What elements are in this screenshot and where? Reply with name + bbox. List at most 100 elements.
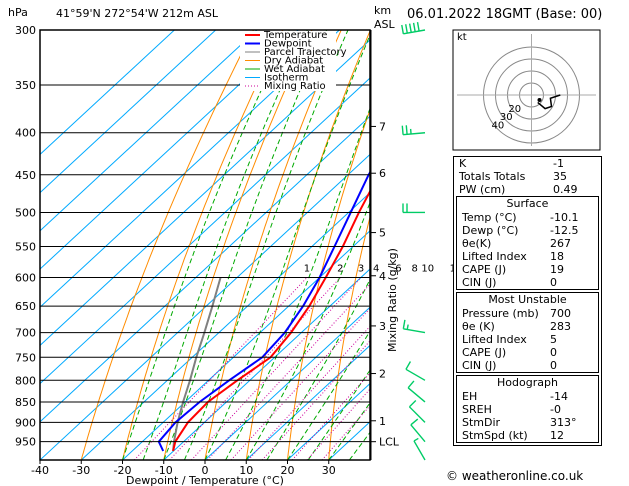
dry-adiabat-line	[369, 449, 370, 460]
most-unstable-value: 0	[550, 359, 557, 372]
km-tick-label: 1	[379, 415, 386, 428]
mixing-ratio-line	[169, 277, 341, 460]
pressure-tick-label: 850	[15, 396, 36, 409]
index-value: 0.49	[553, 183, 578, 196]
legend-label: Parcel Trajectory	[264, 47, 347, 58]
surface-value: 0	[550, 276, 557, 289]
isotherm-line	[40, 30, 299, 270]
mixing-ratio-label: 4	[373, 264, 379, 275]
hodograph-row: SREH -0	[457, 403, 598, 416]
wind-barb-flag	[416, 22, 420, 32]
wet-adiabat-line	[204, 33, 370, 460]
hodograph-value: 12	[550, 429, 564, 442]
mixing-ratio-line	[248, 325, 370, 460]
isotherm-line	[40, 30, 175, 156]
temperature-tick-label: 10	[239, 464, 253, 477]
temperature-tick-label: -20	[114, 464, 132, 477]
pressure-tick-label: 950	[15, 436, 36, 449]
surface-label: CAPE (J)	[462, 263, 507, 276]
isotherm-line	[287, 382, 370, 460]
hodograph-label: StmSpd (kt)	[462, 429, 528, 442]
hpa-label: hPa	[8, 6, 28, 19]
pressure-tick-label: 500	[15, 206, 36, 219]
surface-value: 18	[550, 250, 564, 263]
hodograph-frame	[452, 29, 601, 151]
mixing-ratio-line	[291, 372, 370, 460]
hodograph-label: EH	[462, 390, 478, 403]
isotherm-line	[40, 30, 340, 308]
wet-adiabat-line	[287, 330, 370, 460]
hodograph-value: -14	[550, 390, 568, 403]
mixing-ratio-line	[261, 340, 370, 460]
legend-label: Isotherm	[264, 73, 308, 84]
wind-barb-staff	[410, 424, 426, 443]
wind-barb	[410, 418, 426, 443]
wind-barb-half-flag	[406, 324, 409, 330]
hodograph-ring-label: 30	[500, 112, 513, 123]
hodograph-ring-label: 40	[492, 121, 505, 132]
mixing-ratio-line	[230, 307, 370, 460]
wind-barb-half-flag	[413, 437, 419, 442]
pressure-tick-label: 400	[15, 127, 36, 140]
wind-barb-flag	[410, 418, 419, 426]
asl-label: ASL	[374, 18, 396, 31]
footer-credit: © weatheronline.co.uk	[446, 469, 584, 483]
km-tick-label: 3	[379, 320, 386, 333]
wind-barb	[407, 380, 426, 403]
parcel-trajectory-line	[172, 277, 222, 452]
wind-barb-flag	[401, 125, 404, 135]
pressure-tick-label: 800	[15, 374, 36, 387]
indices-panel: K -1 Totals Totals 35 PW (cm) 0.49 Surface Te…	[453, 156, 602, 446]
pressure-tick-label: 550	[15, 240, 36, 253]
mixing-ratio-label: 2	[337, 264, 343, 275]
hodograph-row: EH -14	[457, 390, 598, 403]
hodograph-units-label: kt	[457, 32, 467, 43]
index-label: K	[459, 157, 467, 170]
location-title: 41°59'N 272°54'W 212m ASL	[56, 7, 219, 20]
pressure-tick-label: 700	[15, 327, 36, 340]
most-unstable-label: θe (K)	[462, 320, 495, 333]
index-value: -1	[553, 157, 564, 170]
index-label: PW (cm)	[459, 183, 506, 196]
most-unstable-title: Most Unstable	[488, 293, 567, 306]
wind-barb	[402, 203, 425, 214]
wind-barb	[413, 437, 426, 461]
isotherm-line	[40, 30, 258, 232]
wind-barb-staff	[405, 368, 426, 381]
hodograph-ring-label: 20	[508, 104, 521, 115]
wind-barb-flag	[405, 361, 412, 370]
pressure-tick-label: 300	[15, 24, 36, 37]
hodograph-trace	[537, 94, 561, 110]
pressure-tick-label: 450	[15, 169, 36, 182]
surface-row: CIN (J) 0	[457, 276, 598, 289]
most-unstable-value: 283	[550, 320, 571, 333]
surface-row: θe(K) 267	[457, 237, 598, 250]
storm-motion-marker	[537, 98, 542, 102]
pressure-tick-label: 650	[15, 300, 36, 313]
legend-label: Wet Adiabat	[264, 64, 325, 75]
temperature-line	[172, 189, 370, 452]
most-unstable-row: θe (K) 283	[457, 320, 598, 333]
isotherm-line	[40, 115, 370, 423]
temperature-tick-label: -30	[72, 464, 90, 477]
pressure-tick-label: 350	[15, 79, 36, 92]
hodograph-row: StmDir 313°	[457, 416, 598, 429]
hodograph-table-title: Hodograph	[497, 376, 558, 389]
legend-label: Mixing Ratio	[264, 81, 326, 92]
surface-value: -10.1	[550, 211, 579, 224]
most-unstable-label: CIN (J)	[462, 359, 497, 372]
surface-row: Temp (°C) -10.1	[457, 211, 598, 224]
pressure-tick-label: 750	[15, 351, 36, 364]
wind-barb	[408, 399, 426, 423]
surface-value: 267	[550, 237, 571, 250]
mixing-ratio-label: 1	[304, 264, 310, 275]
hodograph-label: StmDir	[462, 416, 501, 429]
km-tick-label: 6	[379, 167, 386, 180]
mixing-ratio-line	[207, 283, 370, 460]
most-unstable-value: 0	[550, 346, 557, 359]
wet-adiabat-line	[163, 30, 328, 460]
index-label: Totals Totals	[459, 170, 526, 183]
km-tick-label: 7	[379, 120, 386, 133]
isotherm-line	[245, 344, 370, 460]
